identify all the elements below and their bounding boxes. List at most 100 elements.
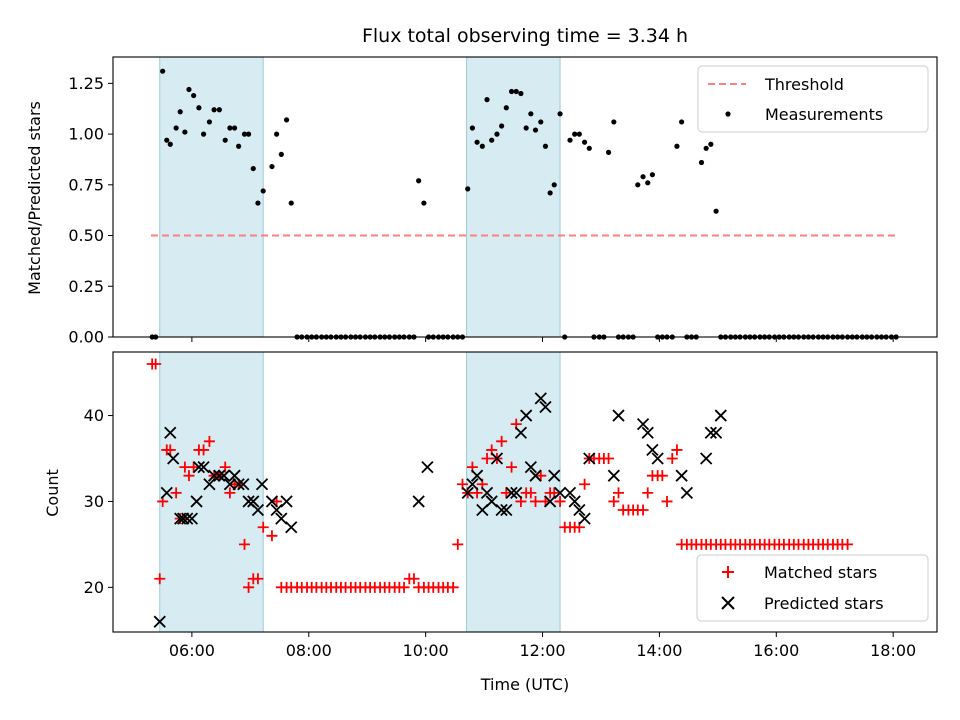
measurement-point bbox=[611, 119, 617, 125]
measurement-point bbox=[206, 119, 213, 125]
predicted-stars-point bbox=[714, 409, 727, 422]
top-y-tick-label: 1.00 bbox=[68, 125, 104, 144]
predicted-stars-point bbox=[490, 452, 504, 465]
measurement-point bbox=[494, 131, 500, 137]
matched-stars-point bbox=[496, 435, 508, 447]
matched-stars-point bbox=[481, 453, 493, 465]
top-axes-frame bbox=[112, 56, 938, 338]
predicted-stars-point bbox=[675, 469, 688, 482]
x-tick-label: 16:00 bbox=[753, 641, 799, 660]
predicted-stars-point bbox=[421, 460, 434, 474]
matched-stars-point bbox=[252, 573, 264, 585]
measurement-point bbox=[513, 88, 519, 95]
predicted-stars-point bbox=[480, 486, 494, 499]
measurement-point bbox=[698, 159, 705, 166]
measurement-point bbox=[250, 165, 256, 172]
measurement-point bbox=[489, 137, 495, 143]
matched-stars-point bbox=[150, 358, 162, 370]
matched-stars-point bbox=[257, 521, 269, 533]
predicted-stars-point bbox=[275, 512, 288, 525]
matched-stars-point bbox=[198, 444, 210, 456]
bottom-y-tick-label: 20 bbox=[84, 578, 104, 597]
measurement-point bbox=[523, 125, 529, 131]
predicted-stars-point bbox=[700, 452, 713, 465]
x-axis-label: Time (UTC) bbox=[480, 675, 569, 694]
measurement-point bbox=[528, 111, 534, 117]
measurement-point bbox=[416, 178, 422, 184]
predicted-stars-point bbox=[641, 426, 654, 439]
matched-stars-point bbox=[506, 461, 518, 473]
measurement-point bbox=[532, 127, 539, 133]
predicted-stars-point bbox=[553, 486, 567, 499]
matched-stars-point bbox=[170, 487, 182, 499]
matched-stars-point bbox=[452, 538, 464, 550]
predicted-stars-point bbox=[164, 426, 177, 439]
matched-stars-point bbox=[603, 453, 615, 465]
measurement-point bbox=[503, 105, 509, 111]
matched-stars-point bbox=[554, 495, 566, 507]
predicted-stars-point bbox=[190, 495, 203, 508]
matched-stars-point bbox=[613, 487, 625, 499]
predicted-stars-point bbox=[461, 486, 474, 499]
measurement-point bbox=[572, 131, 578, 137]
bottom-y-axis-label: Count bbox=[43, 469, 62, 517]
measurement-point bbox=[499, 123, 505, 129]
measurement-point bbox=[586, 145, 592, 151]
matched-stars-point bbox=[642, 487, 654, 499]
predicted-stars-point bbox=[548, 469, 561, 482]
predicted-stars-point bbox=[207, 469, 221, 482]
predicted-stars-point bbox=[500, 503, 513, 517]
x-tick-label: 08:00 bbox=[286, 641, 332, 660]
predicted-stars-point bbox=[185, 512, 199, 525]
matched-stars-point bbox=[266, 530, 278, 542]
matched-stars-point bbox=[535, 470, 547, 482]
matched-stars-point bbox=[183, 470, 195, 482]
measurement-point bbox=[200, 131, 207, 137]
chart-title: Flux total observing time = 3.34 h bbox=[362, 25, 688, 47]
measurement-point bbox=[164, 137, 170, 143]
predicted-stars-point bbox=[285, 521, 298, 534]
predicted-stars-point bbox=[529, 469, 542, 482]
predicted-stars-point bbox=[192, 460, 206, 474]
measurement-point bbox=[278, 151, 284, 157]
measurement-point bbox=[679, 119, 685, 125]
matched-stars-point bbox=[203, 435, 215, 447]
x-tick-label: 12:00 bbox=[519, 641, 565, 660]
measurement-point bbox=[274, 131, 280, 137]
measurement-point bbox=[582, 139, 588, 145]
predicted-stars-point bbox=[520, 409, 533, 422]
predicted-stars-point bbox=[466, 478, 479, 491]
measurement-point bbox=[241, 131, 248, 137]
measurement-point bbox=[518, 90, 524, 97]
predicted-stars-point bbox=[176, 512, 190, 525]
measurement-point bbox=[216, 107, 222, 113]
matched-stars-point bbox=[408, 573, 420, 585]
measurement-point bbox=[703, 145, 709, 151]
matched-stars-point bbox=[656, 470, 668, 482]
top-shaded-interval bbox=[466, 56, 561, 338]
measurement-point bbox=[538, 119, 544, 125]
measurement-point bbox=[547, 190, 553, 196]
predicted-stars-point bbox=[237, 478, 250, 491]
measurement-point bbox=[288, 200, 294, 206]
predicted-stars-point bbox=[568, 495, 581, 508]
measurement-point bbox=[167, 141, 173, 147]
measurement-point bbox=[567, 137, 573, 143]
predicted-stars-point bbox=[612, 409, 625, 422]
predicted-stars-point bbox=[167, 452, 180, 465]
top-y-tick-label: 0.25 bbox=[68, 277, 104, 296]
predicted-stars-point bbox=[247, 495, 260, 508]
top-legend-box bbox=[697, 65, 929, 133]
x-tick-label: 14:00 bbox=[636, 641, 682, 660]
x-tick-label: 06:00 bbox=[169, 641, 215, 660]
top-y-tick-label: 1.25 bbox=[68, 74, 104, 93]
matched-stars-point bbox=[224, 487, 236, 499]
predicted-stars-point bbox=[223, 478, 237, 491]
predicted-stars-point bbox=[539, 400, 552, 414]
measurement-point bbox=[551, 182, 557, 188]
measurement-point bbox=[605, 149, 612, 155]
predicted-stars-point bbox=[607, 469, 620, 482]
predicted-stars-point bbox=[704, 426, 717, 439]
predicted-stars-point bbox=[646, 443, 659, 457]
matched-stars-point bbox=[398, 581, 410, 593]
